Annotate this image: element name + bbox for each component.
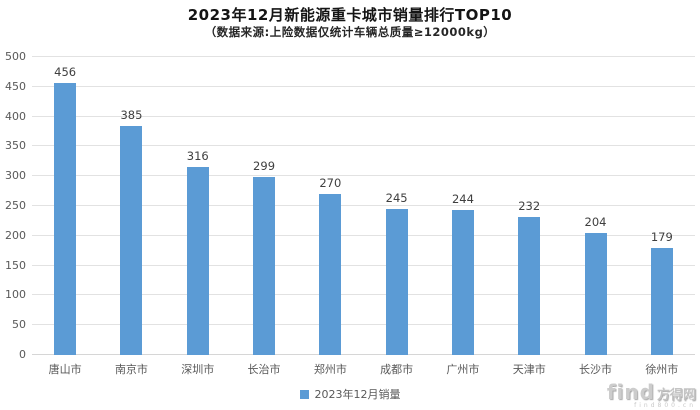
gridline-150	[32, 264, 695, 266]
watermark-brand-cjk: 方得网	[656, 388, 696, 403]
bar-value-label: 385	[120, 107, 143, 122]
y-tick-label-350: 350	[5, 139, 26, 153]
plot-area: 456 385 316 299 270 245 244 232 204 179	[32, 56, 695, 355]
bar-郑州市	[319, 194, 342, 355]
watermark-brand-latin: find	[606, 380, 655, 404]
bar-value-label: 299	[253, 158, 276, 173]
bars-container: 456 385 316 299 270 245 244 232 204 179	[32, 57, 695, 355]
x-label-郑州市: 郑州市	[313, 363, 347, 376]
gridline-100	[32, 294, 695, 296]
gridline-400	[32, 115, 695, 117]
y-tick-label-400: 400	[5, 109, 26, 123]
bar-value-label: 456	[54, 65, 77, 80]
gridline-200	[32, 234, 695, 236]
x-label-长沙市: 长沙市	[579, 363, 613, 376]
chart-subtitle: （数据来源:上险数据仅统计车辆总质量≥12000kg）	[204, 25, 496, 39]
bar-slot-8: 232	[496, 57, 562, 355]
x-label-深圳市: 深圳市	[181, 363, 215, 376]
bar-slot-6: 245	[363, 57, 429, 355]
bar-南京市	[120, 125, 143, 355]
bar-slot-2: 385	[98, 57, 164, 355]
x-label-唐山市: 唐山市	[48, 363, 82, 376]
x-label-成都市: 成都市	[380, 363, 414, 376]
bar-value-label: 204	[584, 215, 607, 230]
y-tick-label-150: 150	[5, 258, 26, 272]
bar-value-label: 270	[319, 176, 342, 191]
bar-slot-1: 456	[32, 57, 98, 355]
legend: 2023年12月销量	[0, 386, 700, 402]
x-label-南京市: 南京市	[114, 363, 148, 376]
y-tick-label-200: 200	[5, 228, 26, 242]
bar-slot-4: 299	[231, 57, 297, 355]
bar-slot-3: 316	[165, 57, 231, 355]
bar-value-label: 244	[451, 191, 474, 206]
gridline-450	[32, 85, 695, 87]
y-tick-label-500: 500	[5, 50, 26, 63]
bar-slot-5: 270	[297, 57, 363, 355]
bar-value-label: 316	[186, 148, 209, 163]
legend-marker-icon	[299, 389, 309, 399]
y-tick-label-0: 0	[19, 348, 26, 361]
x-label-长治市: 长治市	[247, 363, 281, 376]
gridline-350	[32, 145, 695, 147]
bar-value-label: 245	[385, 190, 408, 205]
gridline-500	[32, 56, 695, 57]
bar-slot-10: 179	[629, 57, 695, 355]
gridline-250	[32, 205, 695, 206]
bar-深圳市	[186, 166, 209, 355]
bar-徐州市	[650, 248, 673, 355]
gridline-300	[32, 175, 695, 177]
bar-成都市	[385, 208, 408, 355]
gridline-0	[32, 354, 695, 355]
y-tick-label-250: 250	[5, 199, 26, 212]
bar-value-label: 179	[650, 230, 673, 245]
bar-唐山市	[54, 83, 77, 355]
y-tick-label-100: 100	[5, 288, 26, 302]
bar-slot-7: 244	[430, 57, 496, 355]
y-tick-label-450: 450	[5, 79, 26, 93]
x-label-广州市: 广州市	[446, 363, 480, 376]
bar-长治市	[253, 176, 276, 355]
bar-slot-9: 204	[562, 57, 628, 355]
watermark-logo: find 方得网 find800.cn	[607, 382, 696, 409]
bar-长沙市	[584, 233, 607, 355]
legend-label: 2023年12月销量	[314, 388, 401, 401]
chart-title: 2023年12月新能源重卡城市销量排行TOP10	[187, 6, 513, 24]
watermark-tagline: find800.cn	[634, 402, 696, 409]
gridline-50	[32, 324, 695, 326]
y-tick-label-50: 50	[12, 318, 26, 332]
bar-value-label: 232	[518, 198, 541, 213]
x-label-天津市: 天津市	[512, 363, 546, 376]
x-axis-labels: 唐山市 南京市 深圳市 长治市 郑州市 成都市 广州市 天津市 长沙市 徐州市	[32, 361, 695, 377]
bar-天津市	[518, 216, 541, 355]
x-label-徐州市: 徐州市	[645, 363, 679, 376]
y-tick-label-300: 300	[5, 169, 26, 183]
bar-广州市	[451, 209, 474, 355]
